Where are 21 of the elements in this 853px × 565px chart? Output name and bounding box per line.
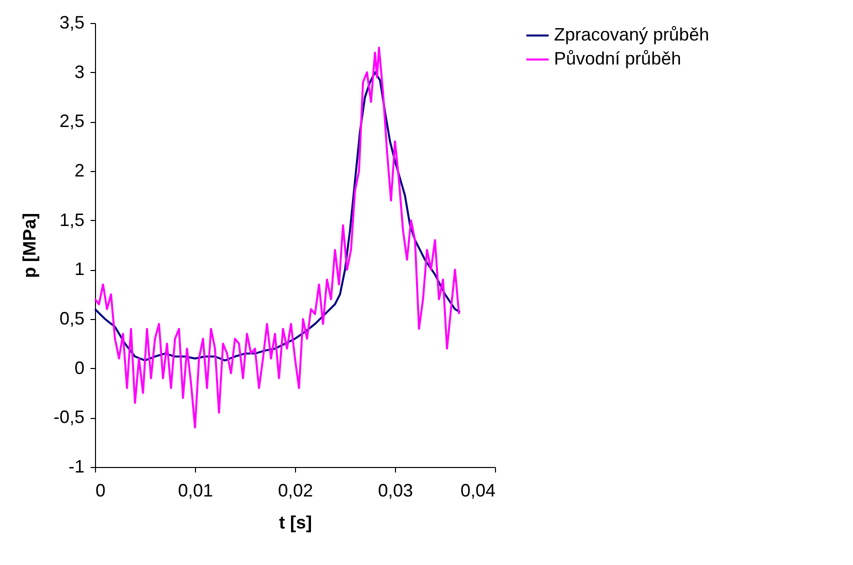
- legend-label: Původní průběh: [554, 48, 682, 68]
- y-tick-label: 3: [74, 62, 84, 82]
- y-tick-label: 3,5: [59, 12, 84, 32]
- y-axis-title: p [MPa]: [19, 213, 40, 278]
- x-tick-label: 0,03: [378, 480, 414, 500]
- x-tick-label: 0,02: [278, 480, 314, 500]
- y-tick-label: 0: [74, 358, 84, 378]
- y-tick-label: 2: [74, 160, 84, 180]
- legend-label: Zpracovaný průběh: [554, 24, 710, 44]
- y-tick-label: -0,5: [53, 407, 84, 428]
- y-tick-label: 1: [74, 259, 84, 280]
- x-axis-title: t [s]: [279, 512, 312, 532]
- line-series: [94, 71, 461, 362]
- y-tick-label: 0,5: [59, 308, 84, 328]
- line-series: [94, 46, 460, 429]
- x-tick-label: 0,01: [178, 480, 214, 500]
- y-tick-label: 1,5: [59, 210, 84, 230]
- y-tick-label: 2,5: [59, 111, 84, 132]
- x-tick-label: 0,04: [460, 480, 496, 500]
- x-tick-label: 0: [96, 480, 106, 500]
- y-tick-label: -1: [68, 456, 84, 476]
